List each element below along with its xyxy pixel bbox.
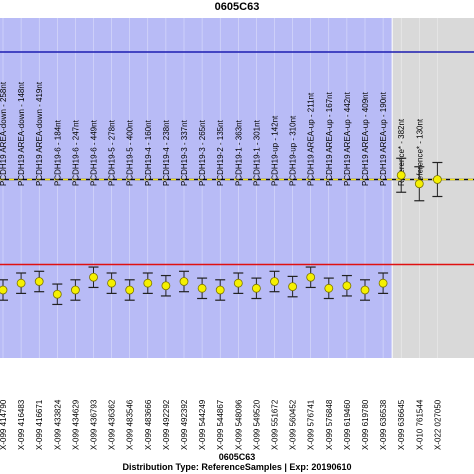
probe-label: PCDH19-3 - 337nt [180, 119, 189, 186]
sample-label: X-099 560452 [289, 399, 298, 450]
sample-label: X-099 551672 [271, 399, 280, 450]
data-point [179, 277, 189, 286]
sample-label: X-010 761544 [415, 399, 424, 450]
data-point [125, 285, 135, 295]
probe-label: PCDH19-1 - 363nt [234, 119, 243, 186]
sample-label: X-099 544249 [198, 399, 207, 450]
data-point [143, 278, 153, 288]
sample-label: X-022 027050 [433, 399, 442, 450]
probe-label: PCDH19 AREA-down - 419nt [35, 81, 44, 186]
probe-label: PCDH19-5 - 278nt [108, 119, 117, 186]
data-point [288, 282, 298, 292]
sample-label: X-099 414790 [0, 399, 8, 450]
sample-label: X-099 636645 [397, 399, 406, 450]
sample-label: X-099 436362 [108, 399, 117, 450]
probe-label: PCDH19-6 - 184nt [53, 119, 62, 186]
sample-label: X-099 434629 [71, 399, 80, 450]
data-point [306, 272, 316, 282]
probe-label: PCDH19-up - 142nt [271, 115, 280, 186]
data-point [270, 277, 279, 286]
data-point [324, 283, 334, 293]
data-point [71, 285, 80, 295]
probe-label: PCDH19 AREA-up - 211nt [307, 92, 316, 186]
probe-label: PCDH19-6 - 449nt [90, 119, 99, 186]
sample-label: X-099 548096 [234, 399, 243, 450]
footer-info: Distribution Type: ReferenceSamples | Ex… [123, 462, 352, 472]
plot-area: PCDH19 AREA-down - 258nt PCDH19 AREA-down… [0, 18, 474, 450]
data-point [378, 278, 388, 288]
probe-label: PCDH19-4 - 160nt [144, 119, 153, 186]
chart-title: 0605C63 [215, 1, 260, 13]
probe-label: PCDH19-6 - 247nt [71, 119, 80, 186]
sample-label: X-099 544867 [216, 399, 225, 450]
data-point [161, 281, 171, 291]
data-point [233, 278, 243, 288]
probe-label: PCDH19-1 - 301nt [252, 119, 261, 186]
sample-label: X-099 492292 [162, 399, 171, 450]
data-point [251, 283, 261, 293]
footer-title: 0605C63 [219, 452, 256, 462]
probe-label: Reference* - 382nt [397, 118, 406, 186]
sample-label: X-099 549520 [252, 399, 261, 450]
sample-label: X-099 576741 [307, 399, 316, 450]
sample-label: X-099 436793 [90, 399, 99, 450]
sample-label: X-099 416483 [17, 399, 26, 450]
probe-label: PCDH19 AREA-up - 442nt [343, 91, 352, 186]
probe-label: PCDH19-up - 310nt [289, 115, 298, 186]
data-point [16, 278, 26, 288]
sample-label: X-099 483546 [126, 399, 135, 450]
sample-label: X-099 416671 [35, 399, 44, 450]
probe-label: PCDH19 AREA-up - 409nt [361, 91, 370, 186]
data-point [197, 283, 207, 293]
probe-label: PCDH19 AREA-up - 167nt [325, 91, 334, 186]
data-point [432, 175, 442, 184]
data-point [342, 281, 352, 291]
probe-label: PCDH19 AREA-up - 190nt [379, 91, 388, 186]
data-point [89, 272, 98, 282]
data-point [52, 289, 62, 299]
probe-label: PCDH19-3 - 265nt [198, 119, 207, 186]
sample-label: X-099 433824 [53, 399, 62, 450]
data-point [360, 285, 370, 295]
probe-label: PCDH19 AREA-down - 148nt [17, 81, 26, 186]
sample-label: X-099 483666 [144, 399, 153, 450]
data-point [34, 277, 44, 286]
probe-label: Reference* - 130nt [415, 118, 424, 186]
sample-region-bg [0, 18, 393, 358]
sample-label: X-099 492392 [180, 399, 189, 450]
probe-label: PCDH19 AREA-down - 258nt [0, 81, 8, 186]
data-point [414, 179, 424, 189]
probe-label: PCDH19-5 - 400nt [126, 119, 135, 186]
sample-label: X-099 636538 [379, 399, 388, 450]
probe-label: PCDH19-4 - 238nt [162, 119, 171, 186]
sample-label: X-099 619780 [361, 399, 370, 450]
data-point [107, 278, 116, 288]
sample-label: X-099 619460 [343, 399, 352, 450]
reference-region-bg [392, 18, 474, 358]
probe-label: PCDH19-2 - 135nt [216, 119, 225, 186]
data-point [215, 285, 225, 295]
sample-label: X-099 576848 [325, 399, 334, 450]
data-point [396, 170, 406, 180]
data-point [0, 285, 8, 295]
